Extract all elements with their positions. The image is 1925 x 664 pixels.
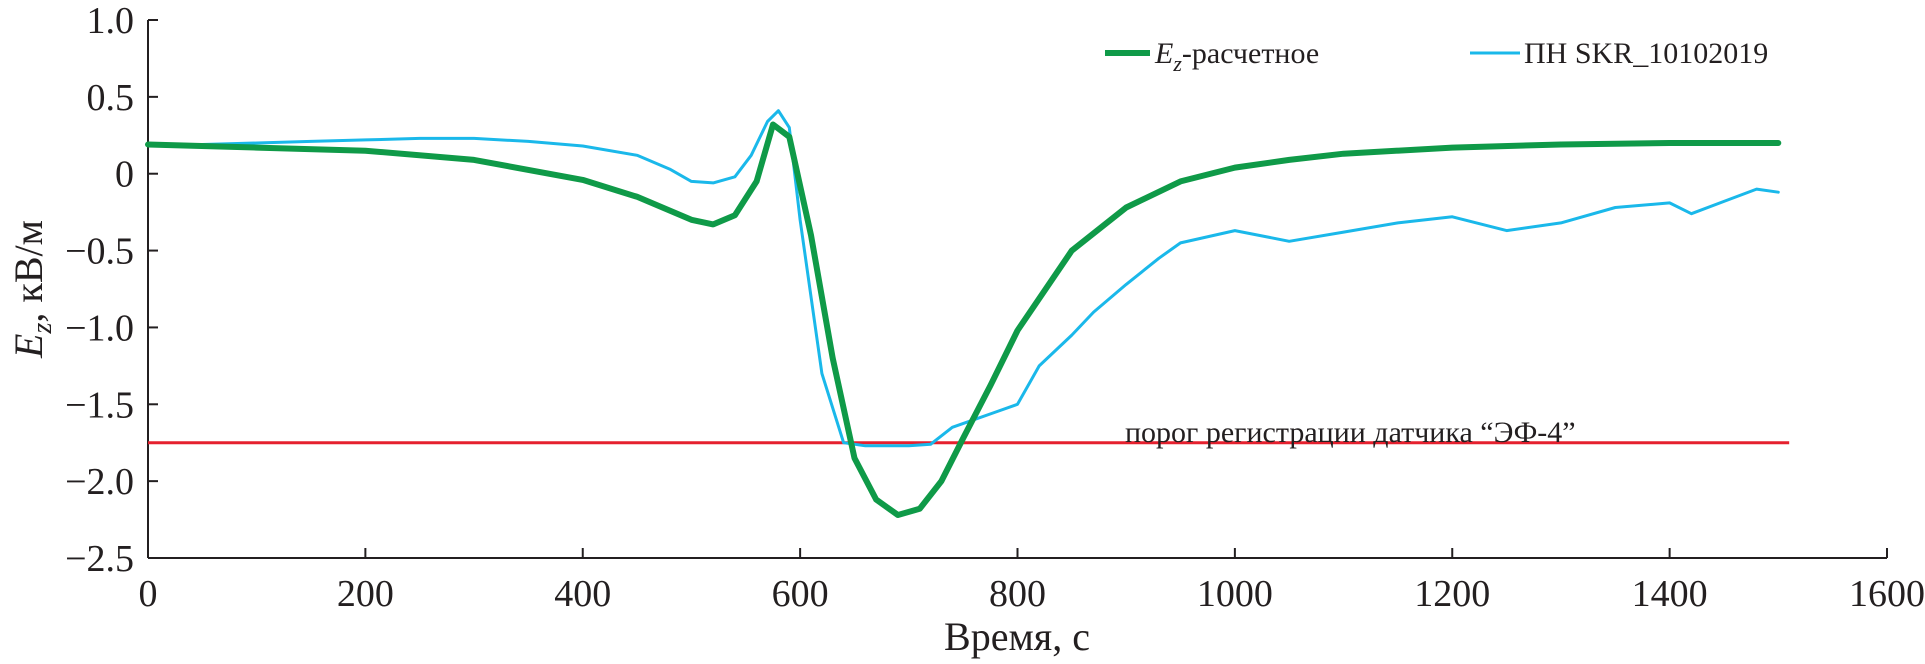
- y-tick-label: 0.5: [87, 77, 135, 119]
- y-tick-label: −2.5: [65, 538, 134, 580]
- threshold-label: порог регистрации датчика “ЭФ-4”: [1125, 416, 1576, 449]
- x-tick-label: 1600: [1849, 573, 1925, 615]
- legend: Ez-расчетное ПН SKR_10102019: [1105, 37, 1768, 76]
- legend-label-measured: ПН SKR_10102019: [1524, 37, 1768, 70]
- x-tick-label: 1200: [1414, 573, 1490, 615]
- y-ticks: 1.0 0.5 0 −0.5 −1.0 −1.5 −2.0 −2.5: [65, 0, 158, 580]
- series-group: [145, 109, 1782, 518]
- x-tick-label: 400: [554, 573, 611, 615]
- x-axis-title: Время, с: [944, 614, 1090, 659]
- x-ticks: 0 200 400 600 800 1000 1200 1400 1600: [139, 548, 1925, 615]
- x-tick-label: 200: [337, 573, 394, 615]
- y-tick-label: −2.0: [65, 461, 134, 503]
- x-tick-label: 600: [772, 573, 829, 615]
- y-tick-label: 0: [115, 154, 134, 196]
- y-axis-title: Ez, кВ/м: [6, 220, 58, 359]
- x-tick-label: 0: [139, 573, 158, 615]
- series-line-measured: [146, 109, 1780, 448]
- legend-label-calculated: Ez-расчетное: [1154, 37, 1319, 76]
- y-tick-label: −0.5: [65, 231, 134, 273]
- series-line-calculated: [145, 121, 1782, 518]
- y-tick-label: −1.5: [65, 384, 134, 426]
- y-tick-label: 1.0: [87, 0, 135, 42]
- x-tick-label: 1400: [1632, 573, 1708, 615]
- y-tick-label: −1.0: [65, 307, 134, 349]
- x-tick-label: 1000: [1197, 573, 1273, 615]
- x-tick-label: 800: [989, 573, 1046, 615]
